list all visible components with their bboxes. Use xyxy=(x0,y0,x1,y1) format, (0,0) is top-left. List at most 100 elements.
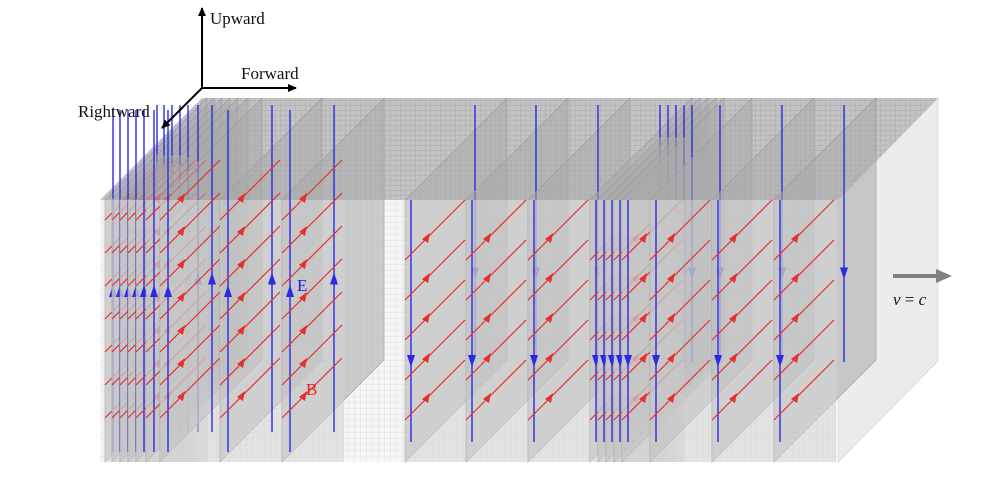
front-b-slab-face xyxy=(650,200,712,462)
front-a-b-arrow xyxy=(237,259,245,269)
front-a-b-arrow xyxy=(237,193,245,203)
front-a-e-arrow xyxy=(286,285,294,297)
front-b-b-line xyxy=(404,199,466,261)
front-a-b-arrow xyxy=(299,226,307,236)
front-b-b-line xyxy=(404,319,466,381)
front-a-b-arrow xyxy=(299,292,307,302)
front-b-slab-face xyxy=(774,200,836,462)
front-b-slab-face xyxy=(405,200,467,462)
front-b-e-arrow xyxy=(776,355,784,367)
front-b-b-arrow xyxy=(791,233,799,243)
front-b-b-arrow xyxy=(667,313,675,323)
front-b-b-arrow xyxy=(422,353,430,363)
front-a-e-arrow xyxy=(224,285,232,297)
front-b-b-arrow xyxy=(791,393,799,403)
front-a-b-line xyxy=(159,225,221,287)
front-b-b-line xyxy=(465,359,527,421)
front-b-b-arrow xyxy=(483,313,491,323)
front-b-b-arrow xyxy=(729,233,737,243)
front-a-b-arrow xyxy=(237,325,245,335)
front-a-b-arrow xyxy=(177,358,185,368)
front-b-e-arrow xyxy=(468,355,476,367)
front-a-b-arrow xyxy=(299,391,307,401)
front-a-b-arrow xyxy=(237,226,245,236)
front-b-b-line xyxy=(527,279,589,341)
front-b-b-arrow xyxy=(422,233,430,243)
upward-label: Upward xyxy=(210,9,265,28)
front-b-b-line xyxy=(773,279,835,341)
front-b-b-line xyxy=(527,239,589,301)
front-b-b-line xyxy=(773,319,835,381)
front-a-b-arrow xyxy=(237,358,245,368)
front-b-b-line xyxy=(649,199,711,261)
front-b-b-arrow xyxy=(483,393,491,403)
velocity-indicator: v = c xyxy=(893,269,952,309)
front-b-b-line xyxy=(649,359,711,421)
rightward-axis-arrow xyxy=(161,87,203,129)
front-b-b-line xyxy=(649,239,711,301)
front-b-b-line xyxy=(711,319,773,381)
front-a-e-arrow xyxy=(268,272,276,285)
front-b-b-line xyxy=(649,279,711,341)
electric-field-label: E xyxy=(297,276,307,295)
front-b-b-arrow xyxy=(639,273,647,283)
front-a-b-arrow xyxy=(237,292,245,302)
front-a-b-line xyxy=(159,258,221,320)
front-b-b-arrow xyxy=(422,393,430,403)
front-a-e-arrow xyxy=(150,285,158,297)
front-b-b-line xyxy=(527,199,589,261)
front-a-b-line xyxy=(219,192,281,254)
front-a-b-line xyxy=(281,258,343,320)
front-b-e-arrow xyxy=(624,355,632,367)
front-b-slab-face xyxy=(528,200,590,462)
front-b-b-arrow xyxy=(422,313,430,323)
front-a-b-line xyxy=(281,192,343,254)
front-a-b-line xyxy=(219,225,281,287)
front-b-b-arrow xyxy=(639,353,647,363)
front-b-e-arrow xyxy=(530,355,538,367)
front-a-b-line xyxy=(159,291,221,353)
front-a-b-line xyxy=(219,291,281,353)
magnetic-field-label: B xyxy=(306,380,317,399)
axis-triad: Upward Forward Rightward xyxy=(78,7,299,129)
front-a-b-line xyxy=(159,324,221,386)
front-b-b-arrow xyxy=(729,313,737,323)
front-b-b-line xyxy=(649,319,711,381)
front-b-e-arrow xyxy=(652,355,660,367)
front-b-b-line xyxy=(527,359,589,421)
front-a-b-arrow xyxy=(237,391,245,401)
front-a-b-arrow xyxy=(177,292,185,302)
front-b-b-line xyxy=(711,359,773,421)
front-b-b-arrow xyxy=(422,273,430,283)
front-b-b-arrow xyxy=(483,233,491,243)
front-b-b-line xyxy=(465,319,527,381)
front-a-b-arrow xyxy=(299,358,307,368)
front-a-b-line xyxy=(281,291,343,353)
front-a-b-line xyxy=(219,357,281,419)
front-b-b-arrow xyxy=(639,313,647,323)
front-b-b-line xyxy=(773,199,835,261)
velocity-speed-symbol: c xyxy=(919,290,927,309)
front-b-b-line xyxy=(773,359,835,421)
velocity-equals: = xyxy=(901,290,919,309)
front-b-b-line xyxy=(465,279,527,341)
velocity-label: v = c xyxy=(893,290,927,309)
front-b-b-line xyxy=(465,239,527,301)
front-b-b-line xyxy=(527,319,589,381)
front-a-b-arrow xyxy=(177,259,185,269)
front-b-e-arrow xyxy=(407,355,415,367)
front-b-b-arrow xyxy=(545,353,553,363)
front-b-b-arrow xyxy=(483,353,491,363)
front-b-b-line xyxy=(711,199,773,261)
front-a-e-arrow xyxy=(208,272,216,285)
front-a-slab-face xyxy=(220,200,282,462)
front-b-e-arrow xyxy=(714,355,722,367)
front-a-b-line xyxy=(281,159,343,221)
front-b-b-arrow xyxy=(545,233,553,243)
front-a-b-line xyxy=(159,159,221,221)
front-b-b-arrow xyxy=(667,273,675,283)
velocity-symbol: v xyxy=(893,290,901,309)
front-b-b-line xyxy=(404,239,466,301)
front-a-b-line xyxy=(281,357,343,419)
